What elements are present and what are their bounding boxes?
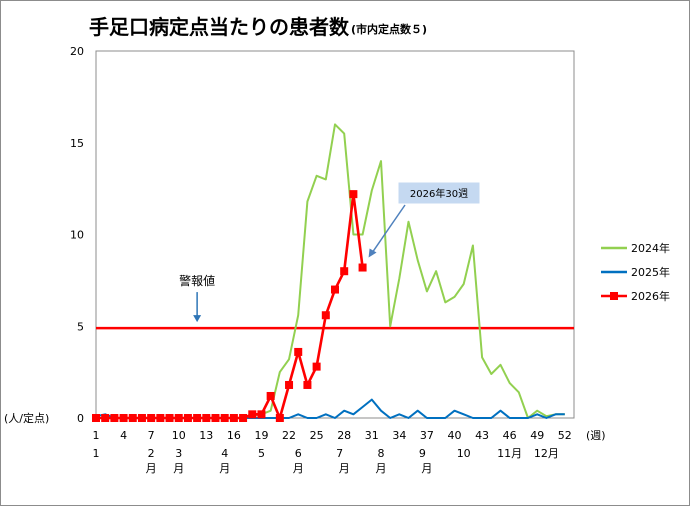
legend-label-2025年: 2025年 — [631, 265, 670, 279]
x-tick-label-4: 13 — [199, 429, 213, 442]
x-tick-label-15: 46 — [503, 429, 517, 442]
series-point-2026年-30 — [358, 263, 367, 272]
y-tick-label-1: 5 — [77, 320, 84, 333]
month-label-9: 10 — [457, 447, 471, 460]
month-label-1: 2 — [148, 447, 155, 460]
series-point-2026年-5 — [128, 414, 137, 422]
month-label-10: 11月 — [497, 447, 522, 460]
y-axis-unit-label: (人/定点) — [4, 411, 49, 425]
series-point-2026年-22 — [285, 380, 294, 389]
series-point-2026年-11 — [183, 414, 192, 422]
month-label-8: 9 — [419, 447, 426, 460]
legend-label-2024年: 2024年 — [631, 241, 670, 255]
series-point-2026年-18 — [248, 410, 257, 419]
legend-marker-2026年 — [610, 292, 618, 300]
series-point-2026年-12 — [193, 414, 202, 422]
x-tick-label-2: 7 — [148, 429, 155, 442]
callout-arrowhead — [368, 248, 377, 258]
series-point-2026年-27 — [331, 285, 339, 294]
x-tick-label-6: 19 — [254, 429, 268, 442]
month-unit-label-1: 月 — [173, 462, 184, 475]
series-point-2026年-2 — [101, 414, 110, 422]
y-tick-label-2: 10 — [70, 229, 84, 242]
series-point-2026年-7 — [147, 414, 156, 422]
x-tick-label-5: 16 — [227, 429, 241, 442]
series-point-2026年-10 — [174, 414, 183, 422]
y-tick-label-0: 0 — [77, 412, 84, 425]
month-unit-label-2: 月 — [219, 462, 230, 475]
month-label-7: 8 — [377, 447, 384, 460]
x-tick-label-8: 25 — [310, 429, 324, 442]
chart-title: 手足口病定点当たりの患者数 — [89, 15, 350, 39]
alert-threshold-arrowhead — [193, 315, 202, 323]
x-tick-label-9: 28 — [337, 429, 351, 442]
month-unit-label-5: 月 — [375, 462, 386, 475]
x-axis-unit-label: (週) — [586, 429, 606, 442]
x-tick-label-13: 40 — [448, 429, 462, 442]
month-label-2: 3 — [175, 447, 182, 460]
series-point-2026年-9 — [165, 414, 174, 422]
series-point-2026年-29 — [349, 190, 358, 199]
x-tick-label-0: 1 — [93, 429, 100, 442]
x-tick-label-11: 34 — [392, 429, 406, 442]
x-tick-label-12: 37 — [420, 429, 434, 442]
month-label-11: 12月 — [534, 447, 559, 460]
series-point-2026年-1 — [92, 414, 100, 422]
series-point-2026年-6 — [137, 414, 146, 422]
x-tick-label-17: 52 — [558, 429, 572, 442]
x-tick-label-1: 4 — [120, 429, 127, 442]
x-tick-label-16: 49 — [530, 429, 544, 442]
series-point-2026年-17 — [239, 414, 248, 422]
series-point-2026年-26 — [321, 311, 330, 320]
series-point-2026年-28 — [340, 267, 349, 276]
x-tick-label-10: 31 — [365, 429, 379, 442]
month-unit-label-3: 月 — [293, 462, 304, 475]
month-label-4: 5 — [258, 447, 265, 460]
month-unit-label-0: 月 — [146, 462, 157, 475]
series-layer — [92, 123, 565, 422]
plot-area — [95, 50, 575, 419]
month-unit-label-6: 月 — [421, 462, 432, 475]
callout-arrow — [370, 204, 406, 254]
series-point-2026年-20 — [266, 391, 275, 400]
series-point-2026年-13 — [202, 414, 211, 422]
series-point-2026年-16 — [229, 414, 238, 422]
x-axis-ticks: 1 4 7 10 13 16 19 22 25 28 31 34 37 40 43 46 49 52 — [93, 429, 572, 442]
chart-subtitle: (市内定点数５) — [351, 22, 427, 36]
series-point-2026年-19 — [257, 410, 266, 419]
callout-box — [398, 182, 480, 204]
legend: 2024年 2025年 2026年 — [601, 241, 670, 303]
x-tick-label-14: 43 — [475, 429, 489, 442]
series-point-2026年-4 — [119, 414, 128, 422]
x-tick-label-3: 10 — [172, 429, 186, 442]
series-point-2026年-24 — [303, 380, 312, 389]
x-tick-label-7: 22 — [282, 429, 296, 442]
series-point-2026年-3 — [110, 414, 119, 422]
month-label-3: 4 — [221, 447, 228, 460]
series-point-2026年-21 — [275, 414, 284, 422]
month-label-5: 6 — [295, 447, 302, 460]
series-point-2026年-14 — [211, 414, 220, 422]
y-tick-label-3: 15 — [70, 137, 84, 150]
month-unit-label-4: 月 — [339, 462, 350, 475]
series-point-2026年-15 — [220, 414, 229, 422]
y-tick-label-4: 20 — [70, 45, 84, 58]
series-point-2026年-8 — [156, 414, 165, 422]
month-label-6: 7 — [336, 447, 343, 460]
month-label-0: 1 — [93, 447, 100, 460]
series-point-2026年-25 — [312, 362, 321, 371]
series-point-2026年-23 — [294, 347, 303, 356]
legend-label-2026年: 2026年 — [631, 289, 670, 303]
callout-label: 2026年30週 — [410, 187, 468, 200]
y-axis-ticks: 0 5 10 15 20 — [70, 45, 84, 425]
alert-threshold-label: 警報値 — [179, 273, 215, 288]
